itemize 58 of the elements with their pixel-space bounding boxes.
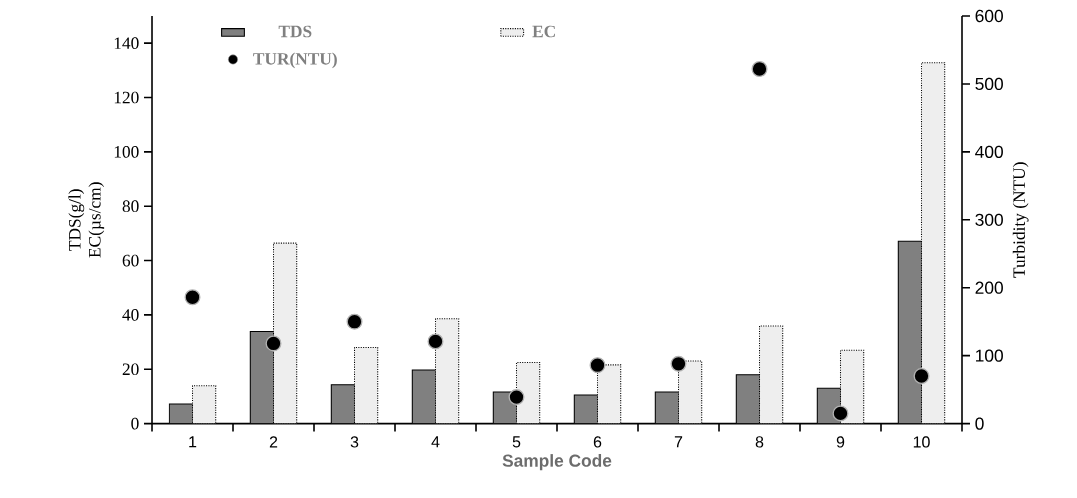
x-tick-label: 8 (755, 436, 764, 448)
y-axis-title: TDS(g/l) EC(µs/cm) (68, 182, 105, 258)
bar (249, 330, 275, 424)
y2-tick-label: 600 (975, 9, 1003, 23)
y2-tick-label: 500 (975, 77, 1003, 91)
y2-tick-label: 100 (976, 349, 1003, 362)
bar (735, 374, 761, 424)
legend-label: TDS (278, 25, 312, 38)
point (589, 357, 606, 374)
y-tick-label: 100 (114, 146, 139, 158)
legend-label: EC (532, 25, 555, 38)
bar (573, 394, 599, 424)
point (346, 313, 363, 330)
bar (272, 242, 298, 424)
y-tick-label: 20 (122, 363, 139, 376)
y-tick-label: 0 (131, 417, 139, 430)
y2-tick-label: 0 (975, 417, 984, 430)
y-tick-label: 60 (122, 254, 139, 267)
x-tick-label: 4 (431, 436, 440, 448)
x-tick-label: 6 (593, 436, 602, 448)
point (670, 355, 687, 372)
bar (411, 369, 437, 424)
point (913, 368, 930, 385)
x-tick-label: 1 (189, 436, 197, 448)
y2-tick-label: 300 (975, 213, 1003, 226)
bar (515, 361, 541, 424)
point (184, 289, 201, 306)
bar (897, 240, 923, 424)
bar (596, 364, 622, 424)
y-tick-label: 120 (114, 91, 139, 104)
point (427, 333, 444, 350)
x-tick-label: 9 (836, 436, 845, 448)
x-tick-label: 7 (674, 436, 683, 448)
y-tick-label: 40 (122, 309, 139, 321)
bar (434, 318, 460, 424)
bar (353, 346, 379, 424)
point (508, 389, 525, 406)
bar (677, 360, 703, 424)
bar (839, 349, 865, 424)
bar (191, 385, 217, 424)
point (832, 405, 849, 422)
y-tick-label: 80 (122, 200, 139, 213)
bar (920, 62, 946, 424)
point (751, 60, 768, 77)
bar (654, 391, 680, 424)
legend-label: TUR(NTU) (253, 52, 337, 69)
y2-tick-label: 200 (975, 281, 1003, 294)
bar (330, 384, 356, 424)
bar (758, 325, 784, 424)
y-tick-label: 140 (114, 37, 139, 50)
x-tick-label: 3 (350, 436, 359, 448)
y2-axis-title: Turbidity (NTU) (1012, 162, 1029, 278)
point (265, 335, 282, 352)
x-tick-label: 2 (269, 436, 278, 448)
x-axis-title: Sample Code (502, 454, 612, 471)
x-tick-label: 5 (512, 436, 521, 448)
y2-tick-label: 400 (975, 145, 1003, 158)
x-tick-label: 10 (913, 436, 930, 448)
